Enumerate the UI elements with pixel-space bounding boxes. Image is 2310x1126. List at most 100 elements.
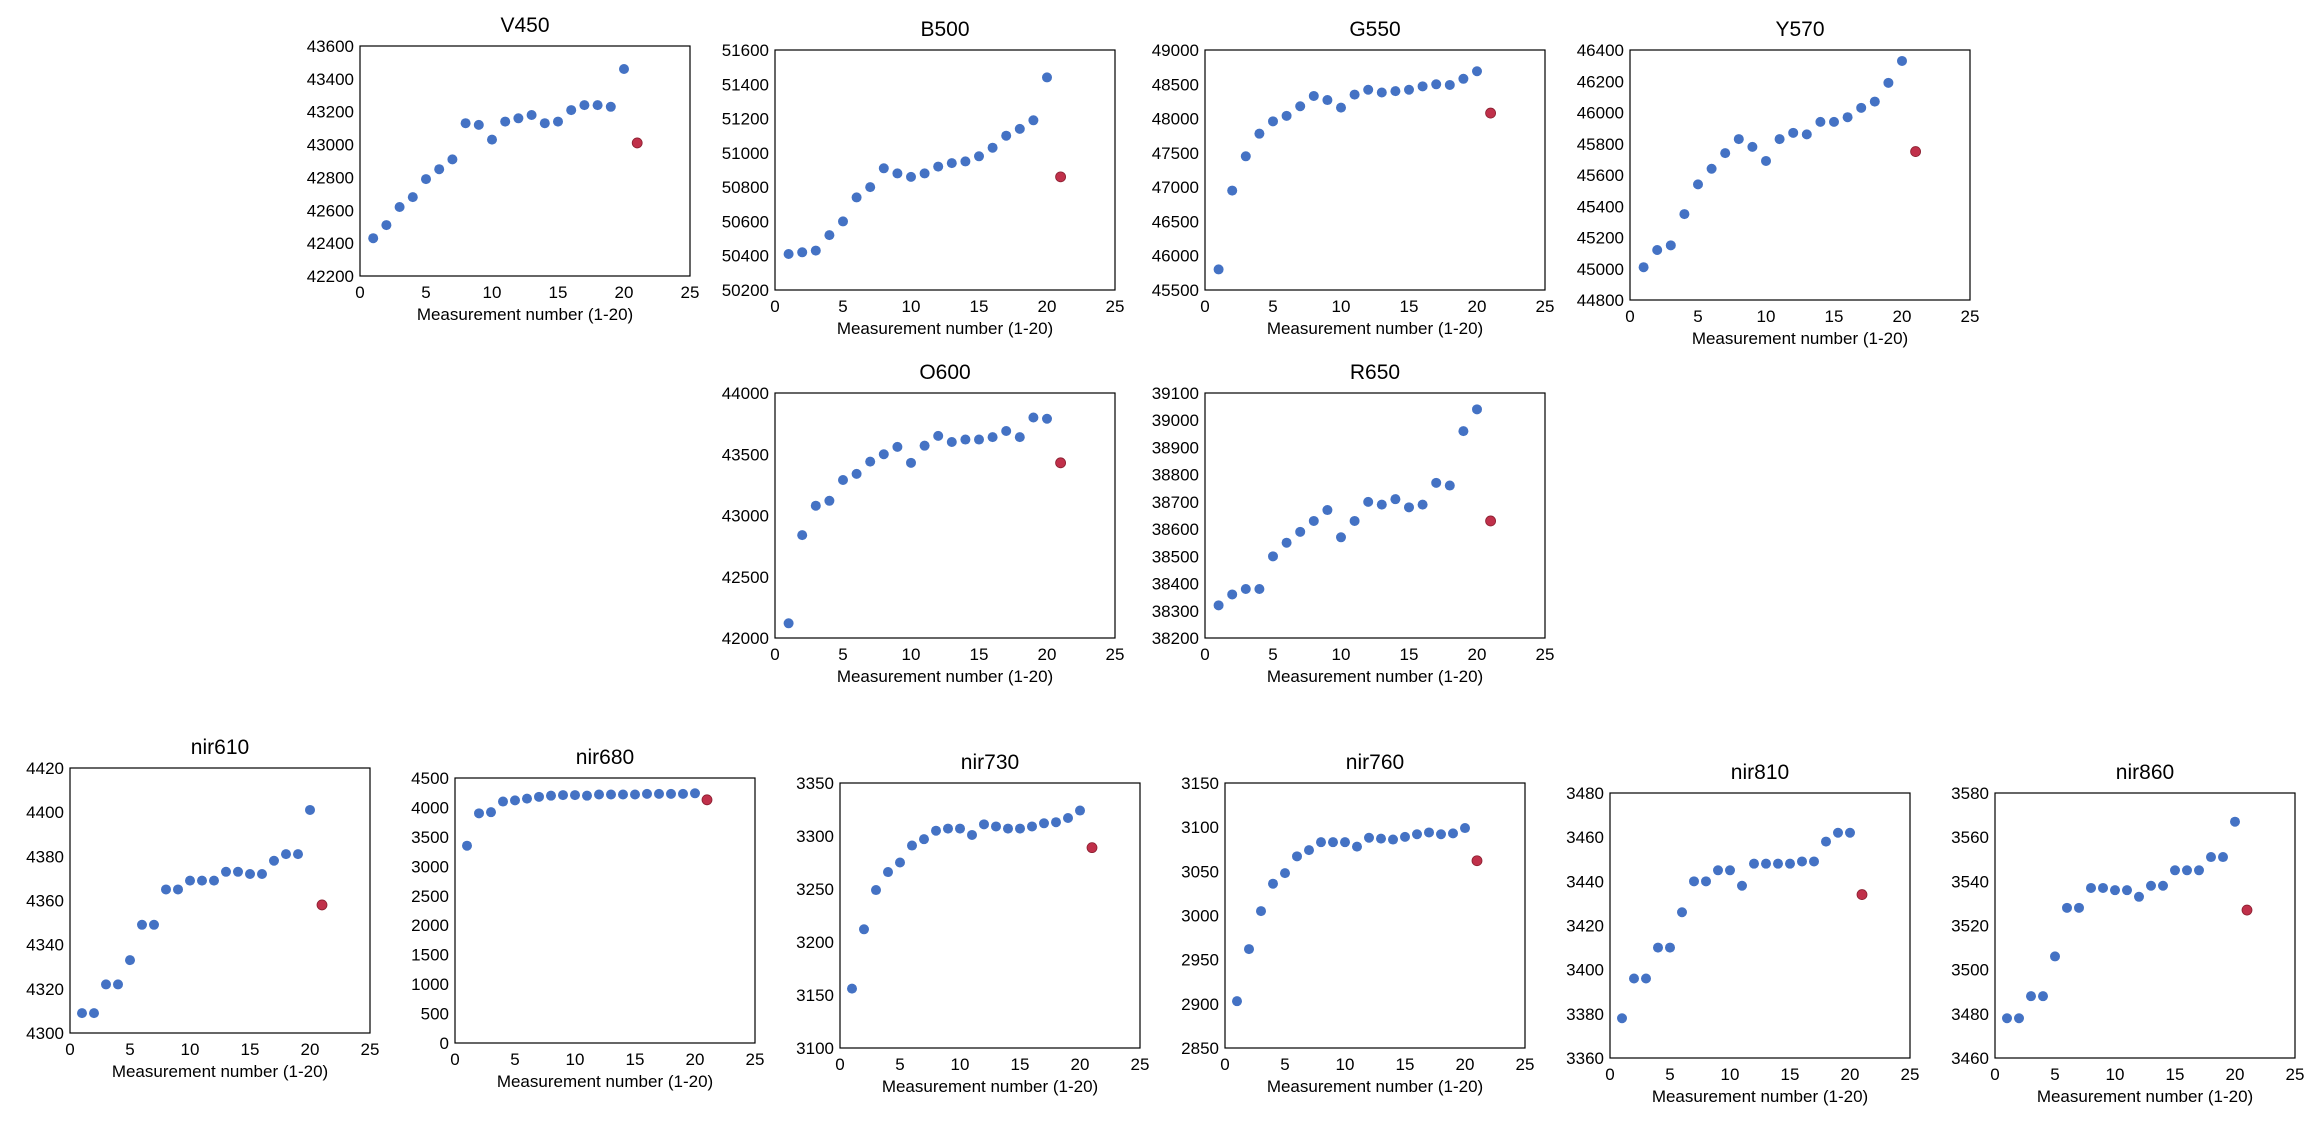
x-axis-label: Measurement number (1-20)	[1267, 1077, 1483, 1096]
highlight-point	[1910, 146, 1922, 157]
data-point	[1809, 856, 1819, 867]
chart-panel-nir810: nir810 3360 3380 3400 3420 3440 3460 3480 0 5 10 15…	[1540, 755, 1920, 1120]
highlight-point	[1471, 855, 1483, 867]
plot-area-frame	[69, 767, 371, 1034]
y-tick-label: 500	[421, 1005, 449, 1024]
y-tick-label: 3100	[1181, 818, 1219, 837]
y-tick-label: 39000	[1152, 411, 1199, 430]
y-tick-label: 3500	[1951, 961, 1989, 980]
chart-panel-o600: O600 42000 42500 43000 43500 44000 0 5 10 15 20 25 M…	[705, 355, 1125, 700]
data-point	[101, 979, 111, 990]
y-tick-label: 3480	[1951, 1005, 1989, 1024]
data-point	[2062, 902, 2072, 913]
x-tick-label: 25	[1131, 1055, 1150, 1074]
data-point	[1444, 480, 1455, 491]
data-point	[1336, 532, 1346, 543]
data-point	[1295, 526, 1306, 537]
y-tick-label: 4340	[26, 936, 64, 955]
data-point	[221, 866, 231, 877]
y-tick-label: 1000	[411, 975, 449, 994]
y-tick-label: 42800	[307, 168, 354, 187]
data-point	[368, 233, 379, 244]
y-tick-label: 1500	[411, 946, 449, 965]
y-tick-label: 3540	[1951, 872, 1989, 891]
y-tick-label: 38300	[1152, 602, 1199, 621]
x-tick-label: 0	[65, 1040, 74, 1059]
data-point	[1897, 55, 1907, 66]
x-tick-label: 5	[1268, 645, 1277, 664]
x-tick-label: 10	[1332, 297, 1351, 316]
y-tick-label: 4360	[26, 892, 64, 911]
data-point	[933, 430, 944, 441]
x-tick-label: 0	[770, 645, 779, 664]
chart-panel-nir860: nir860 3460 3480 3500 3520 3540 3560 3580 0 5 10 15…	[1925, 755, 2305, 1120]
data-point	[2206, 852, 2216, 863]
y-tick-label: 3560	[1951, 828, 1989, 847]
data-point	[1424, 827, 1434, 838]
y-tick-label: 4300	[26, 1024, 64, 1043]
data-point	[113, 979, 123, 990]
x-axis-label: Measurement number (1-20)	[1267, 667, 1483, 686]
data-point	[974, 434, 984, 445]
data-point	[1761, 155, 1771, 166]
data-point	[1706, 163, 1717, 174]
x-tick-label: 25	[681, 283, 700, 302]
data-point	[1417, 81, 1428, 92]
x-tick-label: 10	[181, 1040, 200, 1059]
data-point	[1268, 878, 1278, 889]
data-point	[546, 790, 556, 801]
y-tick-label: 3580	[1951, 784, 1989, 803]
data-point	[1376, 833, 1386, 844]
x-tick-label: 25	[746, 1050, 765, 1069]
chart-title: nir730	[961, 751, 1019, 774]
plot-area-frame	[1629, 49, 1971, 301]
x-tick-label: 10	[902, 297, 921, 316]
y-tick-label: 48000	[1152, 110, 1199, 129]
y-tick-label: 3300	[796, 827, 834, 846]
data-point	[1328, 837, 1338, 848]
y-tick-label: 47500	[1152, 144, 1199, 163]
y-tick-label: 3150	[796, 986, 834, 1005]
x-tick-label: 20	[1038, 297, 1057, 316]
x-tick-label: 25	[1536, 297, 1555, 316]
data-point	[558, 790, 568, 801]
y-tick-label: 43400	[307, 70, 354, 89]
data-point	[630, 789, 640, 800]
data-point	[1051, 817, 1061, 828]
data-point	[666, 788, 676, 799]
data-point	[979, 819, 989, 830]
chart-panel-nir610: nir610 4300 4320 4340 4360 4380 4400 4420 0 5 10 15…	[0, 730, 380, 1095]
highlight-point	[1055, 171, 1067, 183]
data-point	[434, 164, 445, 175]
x-tick-label: 20	[615, 283, 634, 302]
data-point	[1472, 404, 1482, 415]
y-tick-label: 43200	[307, 103, 354, 122]
x-tick-label: 10	[951, 1055, 970, 1074]
chart-svg: nir860 3460 3480 3500 3520 3540 3560 3580 0 5 10 15…	[1951, 761, 2304, 1106]
y-tick-label: 43600	[307, 37, 354, 56]
data-point	[77, 1008, 87, 1019]
data-point	[2182, 865, 2192, 876]
x-tick-label: 20	[2226, 1065, 2245, 1084]
plot-area-frame	[1204, 392, 1546, 639]
data-point	[1725, 865, 1735, 876]
data-point	[824, 495, 835, 506]
chart-svg: O600 42000 42500 43000 43500 44000 0 5 10 15 20 25 M…	[722, 361, 1125, 686]
chart-panel-nir680: nir680 0 500 1000 1500 2000 2500 3000 3500 4000 45…	[385, 740, 765, 1105]
highlight-point	[631, 137, 643, 149]
chart-title: R650	[1350, 361, 1400, 384]
plot-area-frame	[1609, 792, 1911, 1059]
data-point	[878, 163, 889, 174]
x-tick-label: 0	[1625, 307, 1634, 326]
y-tick-label: 43000	[307, 136, 354, 155]
x-axis-label: Measurement number (1-20)	[417, 305, 633, 324]
data-point	[407, 192, 418, 203]
y-tick-label: 43500	[722, 445, 769, 464]
data-point	[960, 156, 971, 167]
highlight-point	[2241, 904, 2253, 916]
x-axis-label: Measurement number (1-20)	[837, 667, 1053, 686]
data-point	[281, 849, 291, 860]
data-point	[2230, 816, 2240, 827]
highlight-point	[1086, 842, 1098, 854]
x-tick-label: 15	[970, 297, 989, 316]
